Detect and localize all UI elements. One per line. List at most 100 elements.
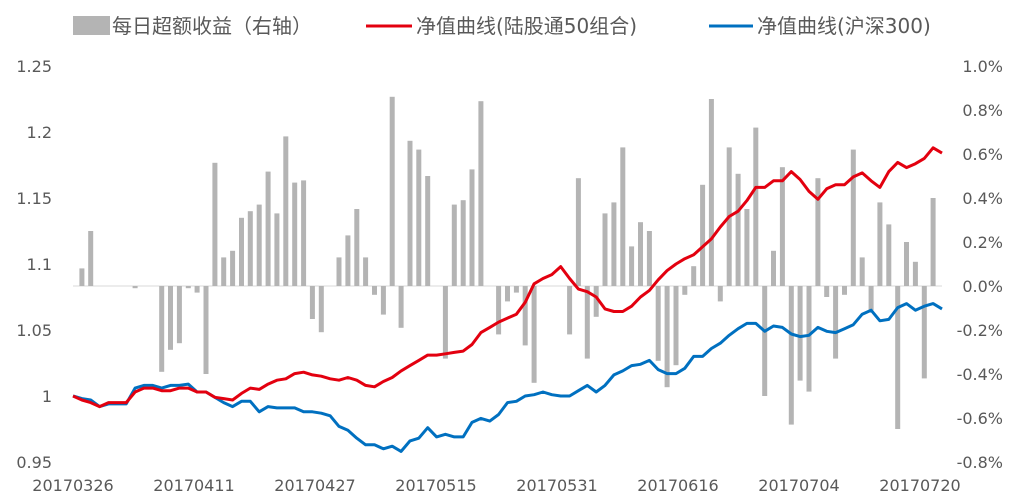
excess-return-bar <box>664 286 670 388</box>
x-tick-label: 20170616 <box>637 476 718 495</box>
excess-return-bar <box>921 286 927 379</box>
excess-return-bar <box>239 217 244 286</box>
portfolio-nav-line <box>72 146 943 409</box>
legend-label-excess-return: 每日超额收益（右轴） <box>112 14 312 38</box>
x-tick-label: 20170427 <box>274 476 355 495</box>
excess-return-bar <box>762 286 768 396</box>
excess-return-bar <box>646 231 652 286</box>
left-tick-label: 1.05 <box>16 321 52 340</box>
right-tick-label: 0.2% <box>962 233 1003 252</box>
excess-return-bar <box>682 286 688 295</box>
excess-return-bar <box>256 204 262 286</box>
legend-label-csi300: 净值曲线(沪深300) <box>757 14 931 38</box>
excess-return-bar <box>655 286 661 361</box>
excess-return-bar <box>744 209 750 286</box>
left-tick-label: 0.95 <box>16 453 52 472</box>
left-tick-label: 1.15 <box>16 189 52 208</box>
excess-return-bar <box>354 209 360 286</box>
excess-return-bar <box>912 261 918 286</box>
right-tick-label: -0.4% <box>957 365 1003 384</box>
excess-return-bar <box>283 136 289 286</box>
excess-return-bar <box>176 286 182 344</box>
excess-return-bar <box>416 149 422 286</box>
excess-return-bar <box>904 242 909 286</box>
excess-return-bar <box>895 286 901 429</box>
excess-return-bar <box>292 182 298 286</box>
excess-return-bar <box>265 171 271 286</box>
excess-return-bar <box>788 286 794 425</box>
excess-return-bar <box>372 286 377 295</box>
csi300-nav-line <box>72 302 943 453</box>
excess-return-bar <box>185 286 191 289</box>
left-tick-label: 1.2 <box>27 123 52 142</box>
left-tick-label: 1.1 <box>27 255 52 274</box>
excess-return-bar <box>132 286 138 289</box>
right-tick-label: 0.8% <box>962 101 1003 120</box>
right-y-axis: -0.8% -0.6% -0.4% -0.2% 0.0% 0.2% 0.4% 0.6% 0.8%… <box>957 57 1003 472</box>
excess-return-bar <box>380 286 386 315</box>
excess-return-bar <box>469 169 475 286</box>
excess-return-bar <box>442 286 448 359</box>
x-tick-label: 20170720 <box>879 476 960 495</box>
excess-return-bar <box>842 286 847 295</box>
excess-return-bar <box>522 286 528 346</box>
x-tick-label: 20170326 <box>32 476 113 495</box>
excess-return-bar <box>886 224 892 286</box>
x-tick-label: 20170531 <box>516 476 597 495</box>
excess-return-bar <box>850 149 856 286</box>
right-tick-label: 0.6% <box>962 145 1003 164</box>
excess-return-bar <box>877 202 883 286</box>
excess-return-bar <box>531 286 537 383</box>
right-tick-label: -0.8% <box>957 453 1003 472</box>
excess-return-bar <box>513 286 519 293</box>
excess-return-bar <box>691 266 697 286</box>
excess-return-bar <box>771 250 776 286</box>
excess-return-bar <box>717 286 723 302</box>
excess-return-bar <box>389 96 395 286</box>
x-tick-label: 20170515 <box>395 476 476 495</box>
legend-swatch-excess-return <box>73 16 110 35</box>
excess-return-bar <box>363 257 369 286</box>
excess-return-bars <box>73 96 942 429</box>
excess-return-bar <box>629 246 635 286</box>
excess-return-bar <box>478 101 484 286</box>
excess-return-bar <box>336 257 342 286</box>
excess-return-bar <box>753 127 759 286</box>
excess-return-bar <box>230 250 236 286</box>
excess-return-bar <box>620 147 626 286</box>
excess-return-bar <box>593 286 599 317</box>
excess-return-bar <box>88 231 94 286</box>
excess-return-bar <box>673 286 679 366</box>
excess-return-bar <box>203 286 209 374</box>
excess-return-bar <box>496 286 502 335</box>
excess-return-bar <box>505 286 510 302</box>
excess-return-bar <box>451 204 457 286</box>
excess-return-bar <box>194 286 200 293</box>
legend: 每日超额收益（右轴） 净值曲线(陆股通50组合) 净值曲线(沪深300) <box>73 14 931 38</box>
excess-return-bar <box>79 268 85 286</box>
excess-return-bar <box>602 213 608 286</box>
excess-return-bar <box>212 162 218 286</box>
excess-return-bar <box>584 286 590 359</box>
right-tick-label: 0.4% <box>962 189 1003 208</box>
excess-return-bar <box>407 140 413 286</box>
excess-return-bar <box>824 286 830 297</box>
excess-return-bar <box>930 198 936 286</box>
excess-return-bar <box>735 173 741 286</box>
x-axis: 20170326 20170411 20170427 20170515 20170531… <box>32 476 960 495</box>
left-y-axis: 0.95 1 1.05 1.1 1.15 1.2 1.25 <box>16 57 52 472</box>
left-tick-label: 1.25 <box>16 57 52 76</box>
excess-return-bar <box>833 286 839 359</box>
legend-label-portfolio: 净值曲线(陆股通50组合) <box>416 14 637 38</box>
excess-return-bar <box>859 257 865 286</box>
excess-return-bar <box>575 178 581 286</box>
excess-return-bar <box>425 176 431 286</box>
nav-lines <box>72 146 943 453</box>
excess-return-bar <box>159 286 165 372</box>
excess-return-bar <box>567 286 573 335</box>
excess-return-bar <box>247 211 253 286</box>
x-tick-label: 20170411 <box>153 476 234 495</box>
excess-return-bar <box>460 200 466 286</box>
excess-return-bar <box>301 180 307 286</box>
